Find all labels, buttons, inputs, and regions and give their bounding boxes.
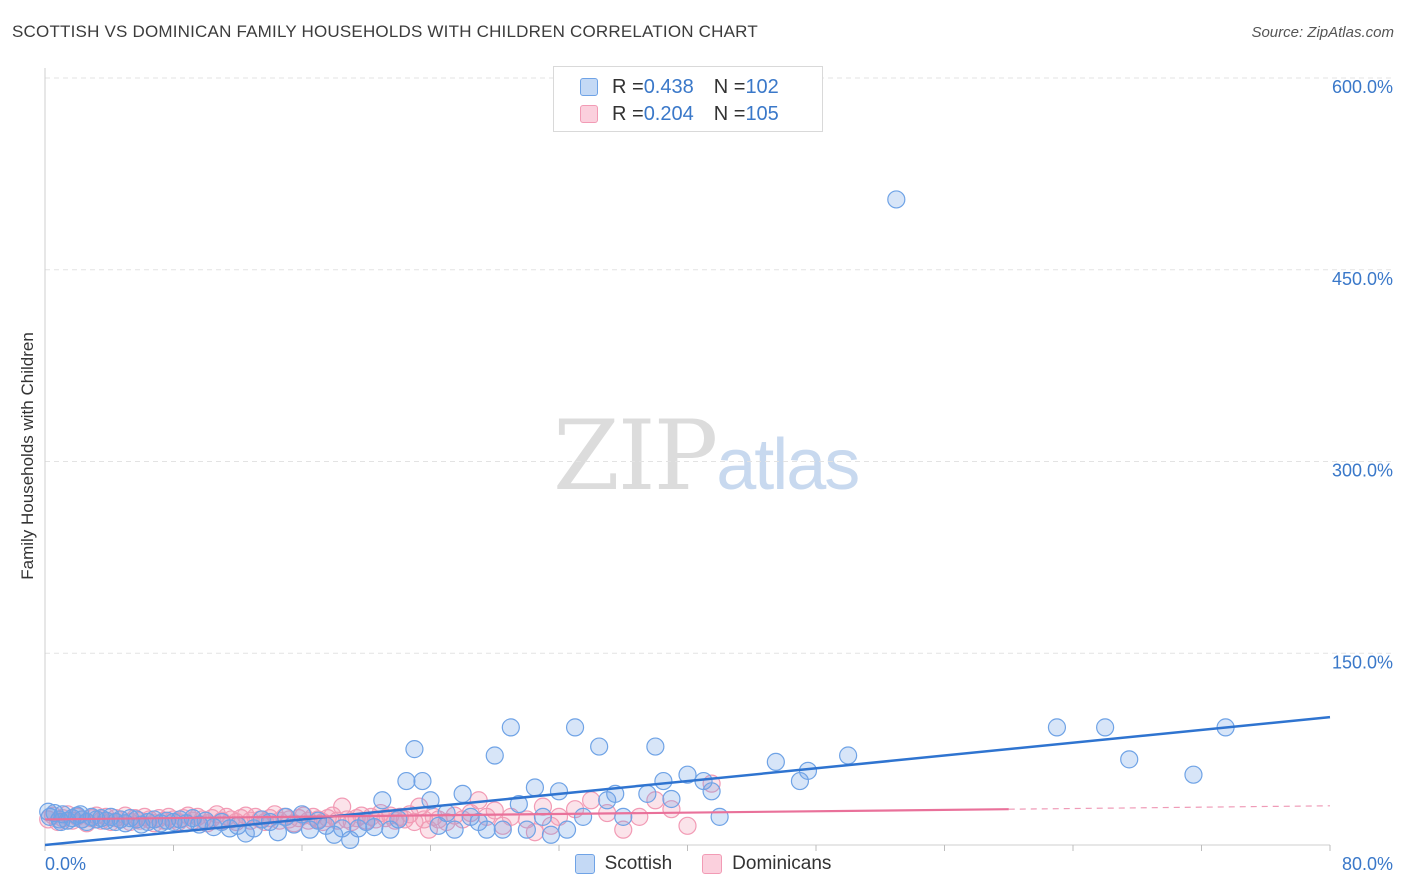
scottish-point [614, 807, 633, 826]
scottish-point [51, 812, 71, 832]
scottish-point [477, 820, 496, 839]
scottish-point [557, 820, 577, 839]
scottish-point [1047, 718, 1067, 737]
scottish-point [437, 803, 456, 823]
legend-row-dominicans: R = 0.204 N = 105 [580, 101, 779, 127]
scottish-point [71, 805, 90, 824]
legend-swatch-scottish [580, 78, 598, 96]
scottish-point [445, 820, 464, 839]
y-tick-label: 450.0% [1332, 269, 1393, 289]
scottish-point [525, 778, 545, 797]
dominicans-trend-line [44, 808, 1009, 821]
dominicans-point [630, 807, 649, 826]
scottish-points [39, 190, 1235, 849]
scottish-point [509, 794, 528, 814]
scottish-point [662, 789, 681, 809]
dominicans-point [582, 791, 601, 810]
y-tick-label: 600.0% [1332, 77, 1393, 97]
legend-r-value-scottish: 0.438 [643, 75, 694, 98]
scottish-point [389, 810, 408, 829]
scottish-point [453, 784, 472, 803]
tick-labels: 150.0% 300.0% 450.0% 600.0% 0.0% 80.0% [45, 77, 1393, 874]
series-legend: Scottish Dominicans [0, 851, 1406, 877]
legend-r-label: R = [612, 102, 644, 125]
scottish-point [702, 782, 721, 801]
dominicans-point [549, 807, 569, 826]
dominicans-point [678, 816, 697, 835]
x-tick-label-max: 80.0% [1342, 854, 1393, 874]
scottish-point [397, 771, 416, 791]
legend-swatch-dominicans [702, 854, 723, 874]
chart-title: SCOTTISH VS DOMINICAN FAMILY HOUSEHOLDS … [12, 22, 758, 41]
legend-n-label: N = [713, 75, 746, 98]
dominicans-trend-extension [1008, 805, 1331, 810]
legend-item-dominicans[interactable]: Dominicans [702, 853, 831, 875]
scottish-point [839, 746, 858, 765]
scottish-point [549, 782, 569, 801]
y-axis-label: Family Households with Children [18, 332, 37, 580]
trend-lines [44, 715, 1331, 847]
scottish-point [421, 791, 440, 810]
scottish-point [710, 807, 729, 826]
grid-lines [45, 77, 1392, 654]
scottish-point [887, 190, 906, 209]
axes [44, 68, 1331, 851]
scottish-point [405, 740, 424, 759]
legend-box: R = 0.438 N = 102 R = 0.204 N = 105 [553, 66, 823, 132]
scottish-point [268, 823, 288, 842]
legend-item-scottish[interactable]: Scottish [574, 853, 673, 875]
scottish-trend-line [44, 715, 1331, 847]
legend-label-scottish: Scottish [604, 853, 673, 874]
scottish-point [373, 791, 392, 810]
legend-swatch-dominicans [580, 105, 598, 123]
scottish-point [413, 771, 432, 791]
legend-n-value-scottish: 102 [745, 75, 779, 98]
scottish-point [638, 784, 657, 803]
scottish-point [590, 737, 609, 756]
scottish-point [541, 825, 561, 844]
scottish-point [533, 807, 553, 826]
scottish-point [501, 718, 520, 737]
x-tick-label-min: 0.0% [45, 854, 86, 874]
scottish-point [517, 820, 536, 839]
scottish-point [678, 765, 697, 784]
scottish-point [1120, 750, 1139, 769]
scottish-point [766, 752, 785, 772]
scottish-point [1184, 765, 1203, 784]
scottish-point [654, 771, 673, 791]
y-tick-label: 150.0% [1332, 652, 1393, 672]
legend-r-value-dominicans: 0.204 [643, 102, 694, 125]
source-label: Source: ZipAtlas.com [1251, 24, 1394, 41]
scottish-point [365, 818, 384, 837]
scottish-point [1096, 718, 1115, 737]
dominicans-point [485, 801, 504, 820]
scottish-point [573, 807, 593, 826]
legend-label-dominicans: Dominicans [732, 853, 832, 874]
scottish-point [565, 718, 585, 737]
scottish-point [493, 820, 512, 839]
legend-row-scottish: R = 0.438 N = 102 [580, 74, 779, 100]
y-tick-label: 300.0% [1332, 461, 1393, 481]
scottish-point [485, 746, 504, 765]
scottish-point [82, 807, 101, 826]
dominicans-point [614, 820, 633, 839]
legend-n-label: N = [713, 102, 746, 125]
legend-swatch-scottish [574, 854, 595, 874]
scottish-point [646, 737, 665, 756]
legend-n-value-dominicans: 105 [745, 102, 779, 125]
legend-r-label: R = [612, 75, 644, 98]
